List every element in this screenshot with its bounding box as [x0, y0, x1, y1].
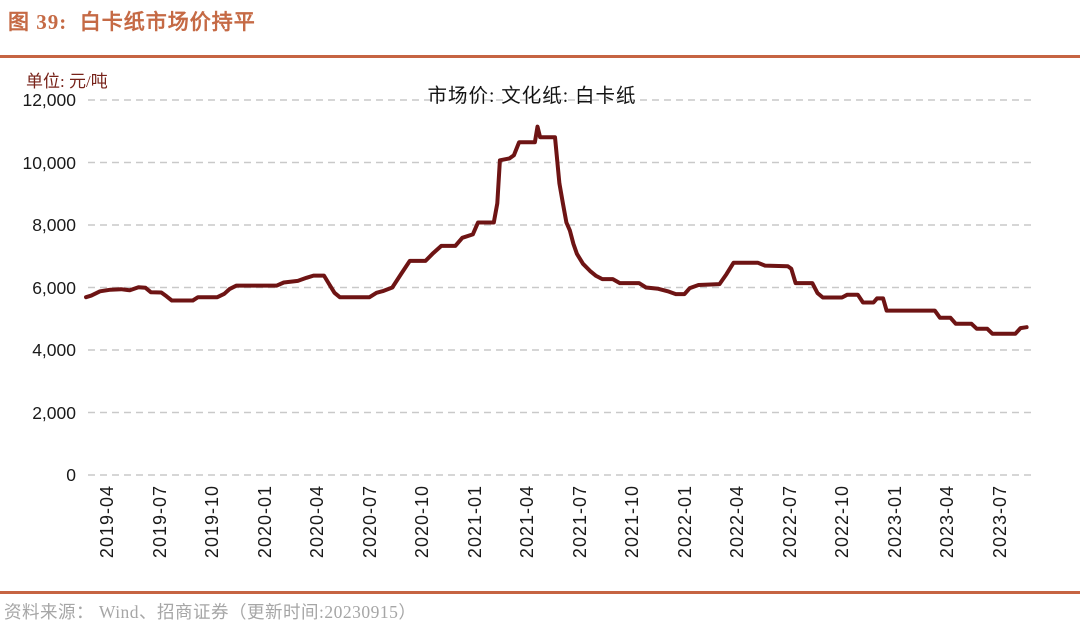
y-axis-label: 0	[66, 465, 76, 485]
y-axis-label: 10,000	[22, 152, 76, 173]
y-axis-label: 8,000	[32, 215, 76, 235]
x-axis-label: 2020-01	[254, 485, 275, 559]
x-axis-label: 2021-07	[569, 485, 590, 559]
x-axis-label: 2019-10	[202, 485, 222, 559]
x-axis-label: 2020-10	[412, 485, 432, 559]
x-axis-label: 2023-01	[884, 485, 905, 559]
x-axis-label: 2020-04	[307, 485, 327, 559]
y-axis-label: 2,000	[32, 402, 76, 423]
data-source-note: 资料来源： Wind、招商证券（更新时间:20230915）	[4, 602, 417, 622]
x-axis-label: 2020-07	[359, 485, 380, 559]
bottom-divider-line	[0, 591, 1080, 594]
x-axis-label: 2021-04	[517, 485, 537, 559]
x-axis-label: 2022-07	[779, 485, 800, 559]
figure-title: 图 39: 白卡纸市场价持平	[8, 10, 256, 34]
x-axis-label: 2021-10	[622, 485, 642, 559]
y-axis-label: 6,000	[32, 277, 76, 298]
x-axis-label: 2022-01	[674, 485, 695, 559]
x-axis-label: 2021-01	[464, 485, 485, 559]
legend-series-label: 市场价: 文化纸: 白卡纸	[427, 86, 637, 107]
x-axis-label: 2022-04	[727, 485, 747, 559]
x-axis-label: 2023-04	[937, 485, 957, 559]
y-axis-unit-label: 单位: 元/吨	[26, 72, 108, 91]
x-axis-label: 2019-07	[149, 485, 170, 559]
y-axis-label: 12,000	[22, 90, 76, 110]
x-axis-label: 2023-07	[989, 485, 1010, 559]
y-axis-label: 4,000	[32, 340, 76, 360]
price-series-line	[84, 124, 1029, 336]
x-axis-label: 2019-04	[97, 485, 117, 559]
x-axis-label: 2022-10	[832, 485, 852, 559]
top-divider-line	[0, 55, 1080, 58]
